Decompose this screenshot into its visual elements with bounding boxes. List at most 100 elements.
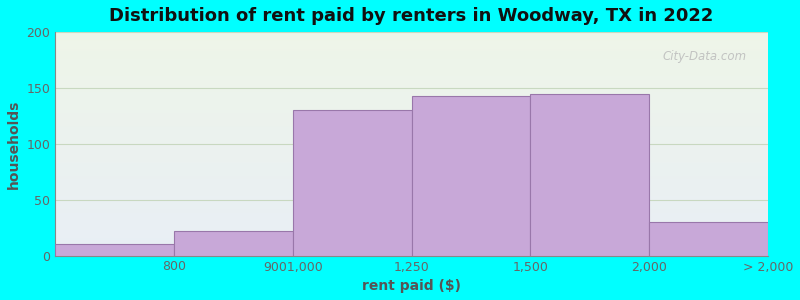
Bar [55,213,768,214]
Bar [55,228,768,229]
Bar [55,248,768,249]
Bar [55,226,768,228]
Bar [55,233,768,234]
Bar [55,167,768,168]
Bar [55,56,768,57]
Bar [55,211,768,212]
Title: Distribution of rent paid by renters in Woodway, TX in 2022: Distribution of rent paid by renters in … [110,7,714,25]
Bar [55,149,768,151]
Bar [55,242,768,243]
Bar [55,246,768,247]
Bar [55,154,768,155]
Bar [55,201,768,202]
Bar [55,252,768,253]
Bar [55,212,768,213]
Bar [55,38,768,39]
Bar [55,215,768,217]
Bar [55,199,768,200]
Bar [55,114,768,115]
Bar [55,203,768,204]
Bar [55,239,768,240]
Bar [55,63,768,64]
Bar [55,96,768,97]
Bar [55,202,768,203]
Bar [55,54,768,56]
Bar [55,64,768,66]
Bar [55,69,768,70]
Bar [55,32,768,33]
Bar [55,153,768,154]
Bar [55,124,768,125]
Bar [55,107,768,108]
Bar [55,62,768,63]
Bar [55,98,768,99]
Bar [55,77,768,78]
Bar [55,40,768,41]
Bar [55,164,768,165]
Bar [55,46,768,48]
Bar [55,119,768,120]
Bar [55,33,768,34]
Bar [55,135,768,136]
Bar [55,133,768,134]
Bar [55,247,768,248]
Bar [55,142,768,143]
Bar [649,222,768,256]
Bar [55,223,768,224]
Bar [55,182,768,183]
Bar [55,146,768,147]
Bar [55,222,768,223]
Bar [55,181,768,182]
Bar [55,87,768,88]
Bar [55,43,768,44]
Bar [55,160,768,162]
Bar [55,138,768,140]
Bar [55,162,768,163]
Bar [55,176,768,177]
Bar [55,53,768,54]
Bar [55,178,768,180]
Bar [55,41,768,42]
Bar [55,148,768,149]
Bar [55,168,768,169]
Bar [55,254,768,256]
Bar [55,180,768,181]
Bar [55,122,768,123]
Bar [55,175,768,176]
Bar [55,173,768,174]
Bar [55,48,768,49]
Bar [55,190,768,191]
Bar [55,220,768,221]
Bar [55,82,768,83]
Bar [55,88,768,89]
Bar [55,229,768,230]
Bar [55,79,768,80]
Bar [55,234,768,236]
Bar [55,147,768,148]
Bar [55,200,768,201]
Bar [55,58,768,59]
Bar [55,115,768,116]
Bar [55,128,768,129]
Bar [55,105,768,106]
Bar [55,100,768,101]
Bar [55,184,768,185]
Bar [55,163,768,164]
Bar [55,158,768,160]
Bar [55,97,768,98]
Bar [55,70,768,71]
Bar [55,237,768,238]
Bar [55,185,768,186]
Bar [55,91,768,92]
Bar [55,240,768,241]
Bar [55,238,768,239]
Bar [55,214,768,215]
Bar [55,94,768,95]
Bar [411,96,530,256]
Bar [55,101,768,103]
Bar [55,66,768,67]
Bar [55,106,768,107]
Bar [55,204,768,205]
Bar [55,243,768,244]
Bar [55,183,768,184]
